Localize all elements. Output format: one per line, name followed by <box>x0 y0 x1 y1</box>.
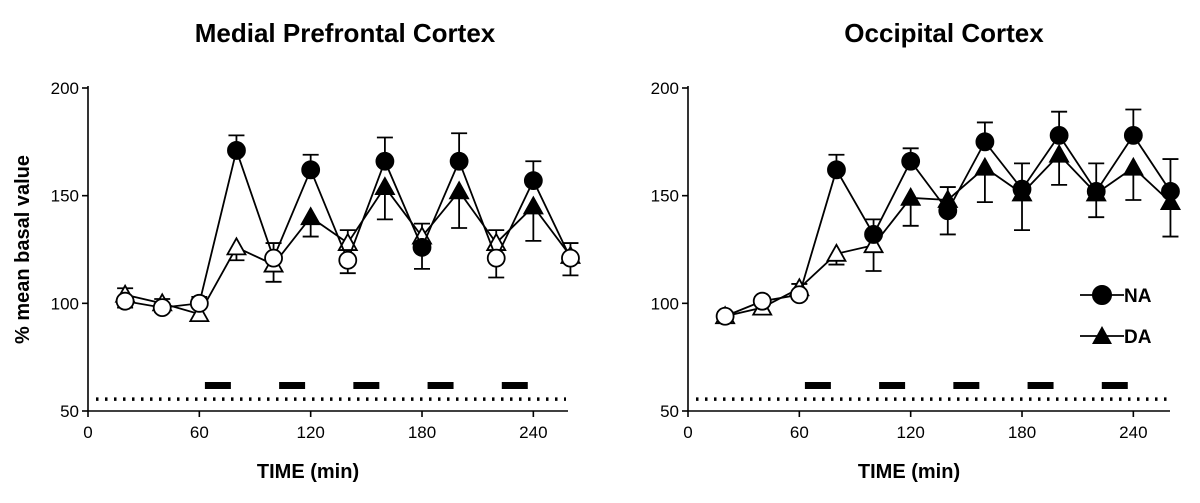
data-point-circle <box>227 141 246 160</box>
data-point-circle <box>375 151 395 171</box>
data-point-circle <box>264 248 283 268</box>
x-tick-label: 60 <box>190 423 209 442</box>
data-point-triangle <box>300 206 322 226</box>
treatment-bar <box>353 382 380 389</box>
legend-marker-triangle <box>1092 326 1112 344</box>
data-point-circle <box>901 151 921 171</box>
x-tick-label: 60 <box>790 423 809 442</box>
x-tick-label: 0 <box>683 423 692 442</box>
treatment-bar <box>501 382 528 389</box>
chart-occipital-cortex: Occipital Cortex 50 100 150 200 0 60 120 180 240 T… <box>651 18 1181 483</box>
data-point-circle <box>715 306 735 326</box>
legend: NA DA <box>1080 285 1152 348</box>
treatment-bar <box>279 382 306 389</box>
y-axis-title: % mean basal value <box>12 155 34 344</box>
y-tick-label: 100 <box>651 294 679 313</box>
data-point-circle <box>523 171 543 190</box>
data-point-circle <box>789 285 809 305</box>
chart-title: Occipital Cortex <box>844 18 1044 48</box>
data-point-circle <box>1123 125 1143 145</box>
data-point-triangle <box>825 242 847 262</box>
x-tick-label: 120 <box>896 423 924 442</box>
data-point-circle <box>115 291 135 311</box>
data-point-circle <box>975 132 995 152</box>
data-point-circle <box>938 201 958 221</box>
data-point-triangle <box>974 156 996 176</box>
x-tick-label: 240 <box>1119 423 1147 442</box>
data-point-triangle <box>522 195 544 215</box>
x-tick-label: 240 <box>519 423 547 442</box>
x-tick-label: 180 <box>408 423 436 442</box>
data-point-circle <box>301 160 321 180</box>
y-tick-label: 200 <box>651 79 679 98</box>
data-point-triangle <box>1048 143 1070 163</box>
x-axis-title: TIME (min) <box>858 461 960 483</box>
data-point-triangle <box>188 303 210 323</box>
data-point-circle <box>1049 125 1069 145</box>
treatment-bar <box>953 382 980 389</box>
data-point-circle <box>189 293 209 313</box>
series-na <box>115 132 580 318</box>
y-tick-label: 50 <box>60 402 79 421</box>
data-point-circle <box>449 151 469 171</box>
series-da <box>114 176 581 323</box>
treatment-bar <box>1027 382 1054 389</box>
data-point-circle <box>1086 181 1106 201</box>
data-point-circle <box>486 248 506 268</box>
series-line <box>124 147 572 309</box>
data-point-triangle <box>900 186 922 206</box>
data-point-circle <box>338 250 358 270</box>
x-tick-label: 180 <box>1008 423 1036 442</box>
chart-medial-prefrontal-cortex: Medial Prefrontal Cortex 50 100 150 200 0 60 12… <box>12 18 581 483</box>
data-point-circle <box>752 291 772 311</box>
legend-marker-circle <box>1092 285 1112 305</box>
legend-label-da: DA <box>1124 327 1152 348</box>
series-na <box>715 108 1180 326</box>
y-tick-label: 150 <box>651 187 679 206</box>
y-tick-label: 200 <box>51 79 79 98</box>
treatment-bar <box>879 382 906 389</box>
treatment-bar <box>804 382 831 389</box>
data-point-circle <box>152 298 172 318</box>
data-point-triangle <box>1159 191 1181 211</box>
data-point-triangle <box>225 236 247 256</box>
data-point-triangle <box>448 180 470 200</box>
data-point-circle <box>864 225 883 244</box>
data-point-circle <box>827 160 846 180</box>
y-tick-label: 150 <box>51 187 79 206</box>
legend-label-na: NA <box>1124 286 1152 307</box>
data-point-triangle <box>863 234 885 254</box>
treatment-bar <box>1101 382 1128 389</box>
data-point-triangle <box>1122 156 1144 176</box>
y-tick-label: 100 <box>51 294 79 313</box>
x-tick-label: 120 <box>296 423 324 442</box>
data-point-circle <box>561 248 580 268</box>
x-axis-title: TIME (min) <box>257 461 359 483</box>
data-point-circle <box>1012 179 1032 199</box>
x-tick-label: 0 <box>83 423 92 442</box>
chart-title: Medial Prefrontal Cortex <box>195 18 496 48</box>
data-point-circle <box>1161 181 1180 201</box>
treatment-bar <box>204 382 231 389</box>
data-point-triangle <box>374 176 396 195</box>
y-tick-label: 50 <box>660 402 679 421</box>
treatment-bar <box>427 382 454 389</box>
data-point-circle <box>412 237 432 257</box>
